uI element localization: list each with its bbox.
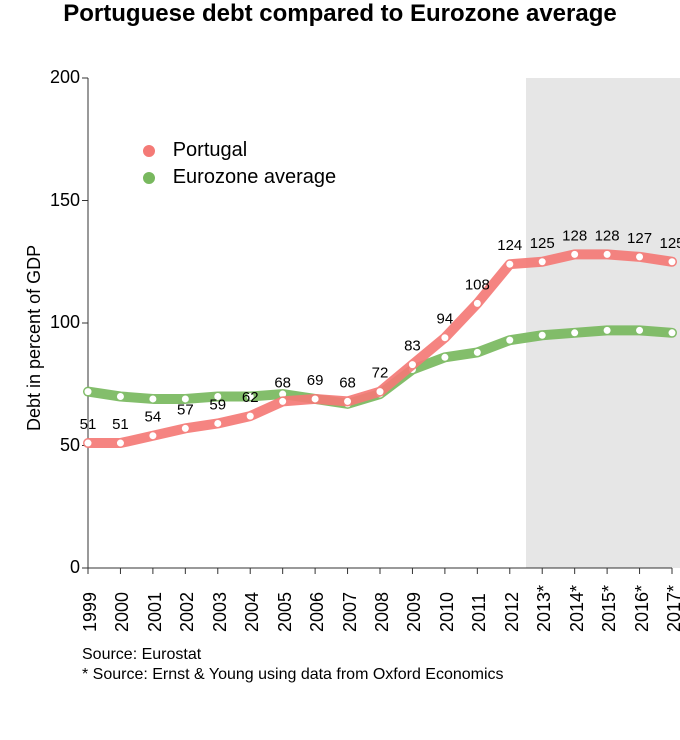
x-tick-label: 2000 (112, 592, 133, 632)
svg-text:125: 125 (530, 235, 555, 252)
x-tick-label: 2012 (502, 592, 523, 632)
series-portugal: 51 51 54 57 59 62 68 69 68 72 83 94 108 124 125 128 128 1… (80, 227, 680, 446)
x-tick-label: 2001 (145, 592, 166, 632)
svg-text:68: 68 (274, 374, 291, 391)
footnote-line: Source: Eurostat (82, 646, 504, 664)
y-axis-label: Debt in percent of GDP (24, 245, 45, 431)
svg-text:124: 124 (497, 237, 522, 254)
x-tick-label: 2005 (275, 592, 296, 632)
legend-label: Portugal (173, 139, 248, 162)
svg-text:128: 128 (562, 227, 587, 244)
legend-entry: Eurozone average (135, 166, 336, 189)
x-tick-label: 2009 (404, 592, 425, 632)
x-tick-label: 2002 (177, 592, 198, 632)
svg-text:54: 54 (145, 409, 162, 426)
x-tick-label: 2004 (242, 592, 263, 632)
svg-text:108: 108 (465, 276, 490, 293)
svg-text:69: 69 (307, 372, 324, 389)
y-tick-label: 200 (40, 67, 80, 88)
x-tick-label: 2015* (599, 585, 620, 632)
x-tick-label: 2003 (210, 592, 231, 632)
svg-text:59: 59 (209, 396, 226, 413)
legend-marker-icon (135, 169, 163, 187)
svg-text:94: 94 (437, 311, 454, 328)
svg-text:62: 62 (242, 389, 259, 406)
legend-marker-icon (135, 142, 163, 160)
x-tick-label: 2016* (632, 585, 653, 632)
svg-text:57: 57 (177, 401, 194, 418)
svg-text:128: 128 (595, 227, 620, 244)
svg-text:83: 83 (404, 338, 421, 355)
svg-text:51: 51 (80, 416, 97, 433)
chart-footnotes: Source: Eurostat * Source: Ernst & Young … (82, 646, 504, 686)
legend-entry: Portugal (135, 139, 336, 162)
y-tick-label: 150 (40, 190, 80, 211)
x-tick-label: 1999 (80, 592, 101, 632)
x-tick-label: 2007 (340, 592, 361, 632)
y-tick-label: 100 (40, 312, 80, 333)
x-tick-label: 2011 (469, 593, 490, 632)
chart-title: Portuguese debt compared to Eurozone ave… (0, 0, 680, 28)
x-tick-label: 2017* (664, 585, 680, 632)
svg-text:51: 51 (112, 416, 129, 433)
footnote-line: * Source: Ernst & Young using data from … (82, 666, 504, 684)
y-tick-label: 0 (40, 557, 80, 578)
svg-text:127: 127 (627, 230, 652, 247)
y-tick-label: 50 (40, 435, 80, 456)
svg-text:72: 72 (372, 365, 389, 382)
svg-text:68: 68 (339, 374, 356, 391)
chart-root: Portuguese debt compared to Eurozone ave… (0, 0, 680, 740)
svg-text:125: 125 (659, 235, 680, 252)
legend-label: Eurozone average (173, 166, 336, 189)
x-tick-label: 2006 (307, 592, 328, 632)
x-tick-label: 2010 (437, 592, 458, 632)
legend: Portugal Eurozone average (135, 139, 336, 193)
x-tick-label: 2008 (372, 592, 393, 632)
x-tick-label: 2013* (534, 585, 555, 632)
x-tick-label: 2014* (567, 585, 588, 632)
